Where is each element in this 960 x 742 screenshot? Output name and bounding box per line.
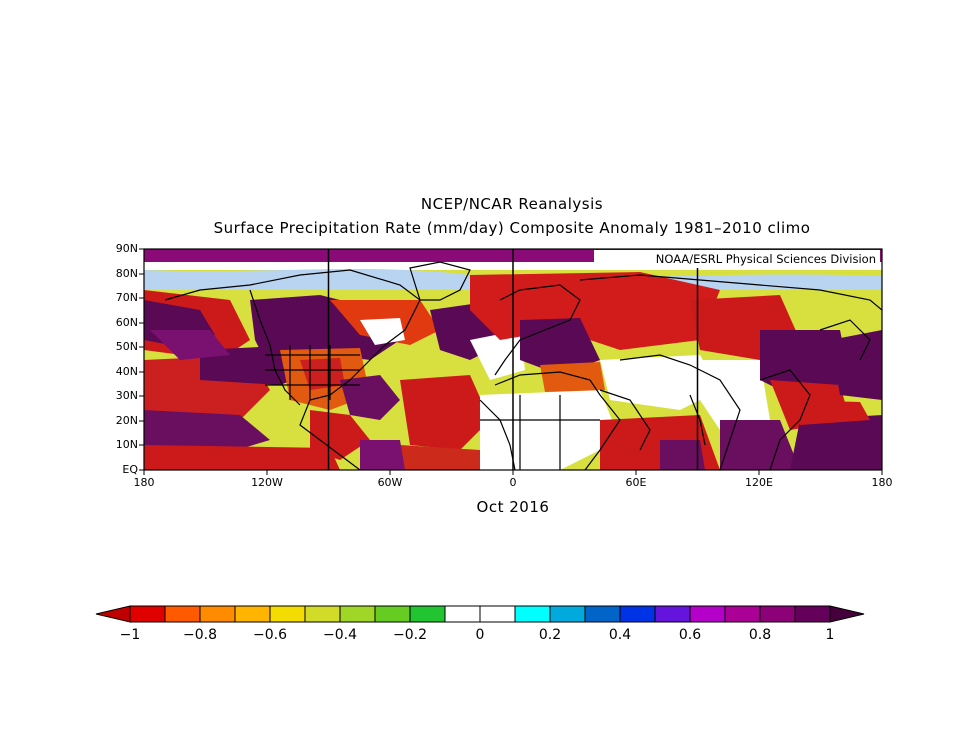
colorbar-tick-label: 0.4 — [608, 627, 632, 643]
colorbar-tick-label: 1 — [825, 627, 835, 643]
lon-tick-label: 120W — [251, 476, 283, 489]
colorbar-tick-label: 0 — [475, 627, 485, 643]
colorbar — [95, 605, 865, 623]
colorbar-swatch — [269, 605, 306, 623]
colorbar-swatch — [584, 605, 621, 623]
lat-tick-label: 90N — [115, 242, 138, 255]
figure-title: NCEP/NCAR Reanalysis — [420, 195, 604, 213]
colorbar-swatch — [479, 605, 516, 623]
colorbar-swatch — [339, 605, 376, 623]
colorbar-under-triangle — [95, 605, 131, 623]
lat-tick-label: EQ — [122, 463, 138, 476]
colorbar-tick-label: −0.8 — [183, 627, 217, 643]
colorbar-swatch — [759, 605, 796, 623]
lon-tick-label: 60E — [625, 476, 647, 489]
lat-tick-label: 60N — [115, 316, 138, 329]
credit-label: NOAA/ESRL Physical Sciences Division — [594, 250, 880, 268]
colorbar-swatch — [724, 605, 761, 623]
colorbar-swatch — [304, 605, 341, 623]
colorbar-swatch — [234, 605, 271, 623]
lat-tick-label: 70N — [115, 291, 138, 304]
lat-tick-label: 30N — [115, 389, 138, 402]
colorbar-swatch — [514, 605, 551, 623]
lon-tick-label: 60W — [377, 476, 403, 489]
colorbar-tick-label: 0.2 — [538, 627, 562, 643]
colorbar-swatch — [689, 605, 726, 623]
date-label: Oct 2016 — [476, 498, 550, 516]
colorbar-tick-label: −0.6 — [253, 627, 287, 643]
colorbar-swatch — [199, 605, 236, 623]
lon-tick-label: 0 — [509, 476, 517, 489]
lon-tick-label: 120E — [745, 476, 773, 489]
colorbar-tick-label: −0.2 — [393, 627, 427, 643]
lat-tick-label: 10N — [115, 438, 138, 451]
lat-tick-label: 80N — [115, 267, 138, 280]
colorbar-tick-label: −0.4 — [323, 627, 357, 643]
lon-tick-label: 180 — [133, 476, 155, 489]
colorbar-tick-label: 0.8 — [748, 627, 772, 643]
colorbar-over-triangle — [829, 605, 865, 623]
lat-tick-label: 50N — [115, 340, 138, 353]
colorbar-swatch — [444, 605, 481, 623]
figure-subtitle: Surface Precipitation Rate (mm/day) Comp… — [213, 219, 811, 237]
colorbar-swatch — [549, 605, 586, 623]
colorbar-swatch — [374, 605, 411, 623]
lon-tick-label: 180 — [871, 476, 893, 489]
map-plot-area — [144, 249, 882, 470]
lat-tick-label: 20N — [115, 414, 138, 427]
colorbar-swatch — [794, 605, 831, 623]
colorbar-swatch — [654, 605, 691, 623]
colorbar-swatch — [164, 605, 201, 623]
colorbar-tick-label: 0.6 — [678, 627, 702, 643]
colorbar-tick-label: −1 — [119, 627, 141, 643]
colorbar-swatch — [619, 605, 656, 623]
lat-tick-label: 40N — [115, 365, 138, 378]
colorbar-swatch — [129, 605, 166, 623]
colorbar-swatch — [409, 605, 446, 623]
